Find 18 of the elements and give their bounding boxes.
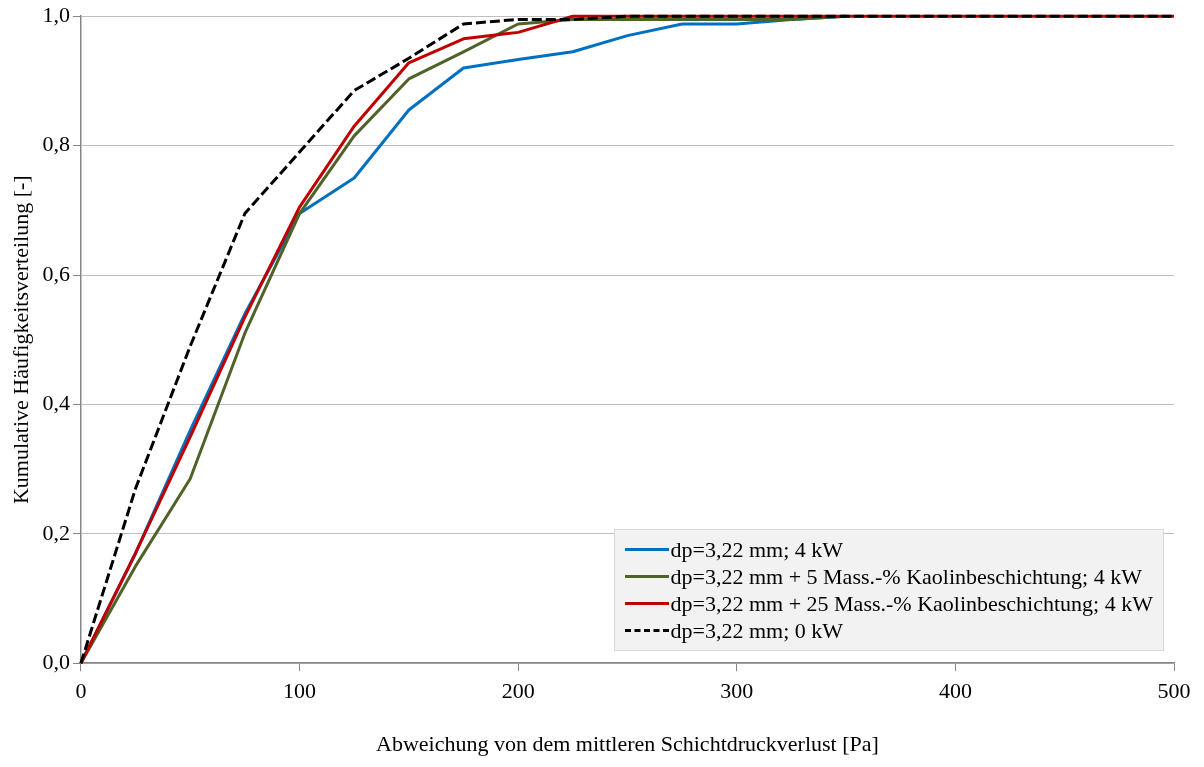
x-tick-label: 200 [501,678,535,704]
y-tick-label: 0,6 [42,260,70,286]
x-axis-title: Abweichung von dem mittleren Schichtdruckverlust [Pa] [376,730,879,756]
legend-label: dp=3,22 mm + 25 Mass.-% Kaolinbeschichtung; 4 kW [670,590,1153,617]
legend-label: dp=3,22 mm + 5 Mass.-% Kaolinbeschichtung; 4 kW [670,563,1142,590]
x-tick-label: 500 [1157,678,1191,704]
legend-label: dp=3,22 mm; 0 kW [670,617,844,644]
legend-label: dp=3,22 mm; 4 kW [670,536,844,563]
y-axis-title: Kumulative Häufigkeitsverteilung [-] [7,175,33,505]
x-tick-label: 400 [938,678,972,704]
x-tick-label: 100 [283,678,317,704]
y-tick-label: 0,8 [42,131,70,157]
x-tick-label: 300 [720,678,754,704]
y-tick-label: 0,0 [42,648,70,674]
y-tick-label: 1,0 [42,1,70,27]
y-tick-label: 0,2 [42,519,70,545]
y-tick-label: 0,4 [42,390,70,416]
x-tick-label: 0 [75,678,87,704]
